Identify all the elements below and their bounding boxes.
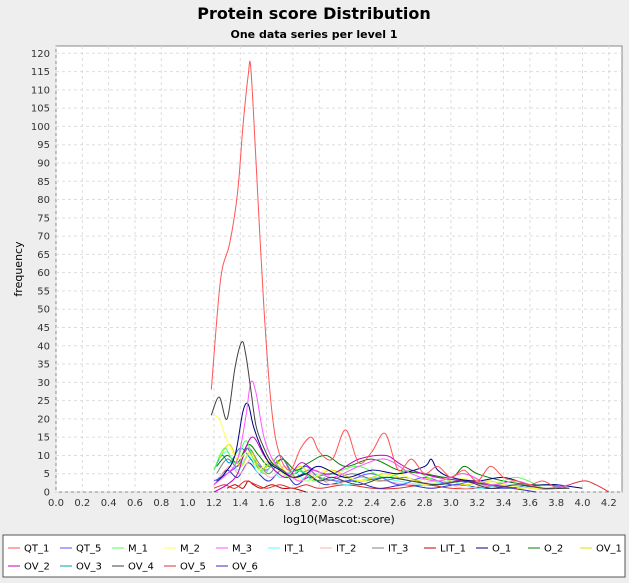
y-tick-label: 50 bbox=[37, 305, 50, 316]
x-axis-label: log10(Mascot:score) bbox=[283, 513, 395, 526]
x-tick-label: 1.2 bbox=[206, 498, 222, 509]
y-tick-label: 85 bbox=[37, 177, 50, 188]
legend-label: OV_1 bbox=[596, 544, 622, 555]
legend-label: IT_1 bbox=[284, 544, 304, 555]
y-tick-label: 45 bbox=[37, 323, 50, 334]
x-tick-label: 3.8 bbox=[548, 498, 564, 509]
legend-label: O_1 bbox=[492, 544, 511, 555]
legend-item: OV_2 bbox=[8, 562, 50, 573]
y-tick-label: 90 bbox=[37, 158, 50, 169]
legend-label: O_2 bbox=[544, 544, 563, 555]
y-tick-label: 30 bbox=[37, 378, 50, 389]
legend-label: OV_3 bbox=[76, 562, 102, 573]
legend-label: IT_2 bbox=[336, 544, 356, 555]
y-tick-label: 10 bbox=[37, 451, 50, 462]
legend-item: M_3 bbox=[216, 544, 252, 555]
y-tick-label: 65 bbox=[37, 250, 50, 261]
x-tick-label: 2.8 bbox=[417, 498, 433, 509]
legend-label: OV_6 bbox=[232, 562, 258, 573]
legend-item: OV_4 bbox=[112, 562, 154, 573]
y-tick-label: 75 bbox=[37, 213, 50, 224]
legend-label: LIT_1 bbox=[440, 544, 466, 555]
series-line-ov-4 bbox=[210, 341, 570, 490]
legend-item: IT_2 bbox=[320, 544, 356, 555]
y-tick-label: 115 bbox=[31, 67, 50, 78]
grid bbox=[55, 46, 622, 493]
legend-label: QT_5 bbox=[76, 544, 101, 555]
legend-item: OV_5 bbox=[164, 562, 206, 573]
legend-item: QT_5 bbox=[60, 544, 101, 555]
y-tick-label: 0 bbox=[44, 488, 50, 499]
x-tick-label: 2.0 bbox=[311, 498, 327, 509]
x-tick-label: 2.6 bbox=[390, 498, 406, 509]
y-tick-label: 5 bbox=[44, 469, 50, 480]
y-tick-label: 60 bbox=[37, 268, 50, 279]
legend-label: OV_5 bbox=[180, 562, 206, 573]
x-tick-label: 3.0 bbox=[443, 498, 459, 509]
y-tick-label: 70 bbox=[37, 232, 50, 243]
legend-item: O_2 bbox=[528, 544, 563, 555]
legend-label: IT_3 bbox=[388, 544, 408, 555]
legend-item: OV_1 bbox=[580, 544, 622, 555]
y-tick-label: 95 bbox=[37, 140, 50, 151]
y-tick-label: 100 bbox=[31, 122, 50, 133]
y-tick-label: 80 bbox=[37, 195, 50, 206]
x-tick-label: 0.4 bbox=[101, 498, 117, 509]
legend-item: M_1 bbox=[112, 544, 148, 555]
legend-item: LIT_1 bbox=[424, 544, 466, 555]
x-tick-label: 3.6 bbox=[522, 498, 538, 509]
legend-label: OV_4 bbox=[128, 562, 154, 573]
x-tick-label: 1.0 bbox=[180, 498, 196, 509]
y-tick-label: 120 bbox=[31, 49, 50, 60]
x-tick-label: 1.8 bbox=[285, 498, 301, 509]
x-tick-label: 2.2 bbox=[338, 498, 354, 509]
x-tick-label: 4.2 bbox=[601, 498, 617, 509]
chart-subtitle: One data series per level 1 bbox=[230, 28, 397, 41]
x-tick-label: 2.4 bbox=[364, 498, 380, 509]
legend: QT_1 QT_5 M_1 M_2 M_3 IT_1 IT_2 IT_3 LIT_1 O_1 O_2… bbox=[8, 544, 622, 573]
x-tick-label: 0.0 bbox=[48, 498, 64, 509]
x-tick-label: 0.6 bbox=[127, 498, 143, 509]
legend-label: OV_2 bbox=[24, 562, 50, 573]
series-line-qt-1 bbox=[210, 60, 557, 489]
x-tick-label: 1.6 bbox=[259, 498, 275, 509]
y-axis-ticks: 0 5 10 15 20 25 30 35 40 45 50 55 60 65 70 75 80 85 90 95 10… bbox=[31, 49, 50, 499]
series-line-o-2 bbox=[216, 443, 557, 486]
legend-item: QT_1 bbox=[8, 544, 49, 555]
legend-item: IT_1 bbox=[268, 544, 304, 555]
plot-area bbox=[55, 45, 623, 493]
legend-item: OV_6 bbox=[216, 562, 258, 573]
legend-item: M_2 bbox=[164, 544, 200, 555]
legend-item: OV_3 bbox=[60, 562, 102, 573]
x-tick-label: 4.0 bbox=[575, 498, 591, 509]
y-tick-label: 20 bbox=[37, 414, 50, 425]
x-tick-label: 0.8 bbox=[153, 498, 169, 509]
y-tick-label: 35 bbox=[37, 360, 50, 371]
x-tick-label: 3.2 bbox=[469, 498, 485, 509]
x-tick-label: 0.2 bbox=[74, 498, 90, 509]
x-tick-label: 3.4 bbox=[496, 498, 512, 509]
y-tick-label: 105 bbox=[31, 104, 50, 115]
legend-label: M_1 bbox=[128, 544, 148, 555]
y-tick-label: 110 bbox=[31, 85, 50, 96]
chart-title: Protein score Distribution bbox=[197, 4, 431, 23]
legend-box bbox=[2, 534, 626, 578]
y-tick-label: 25 bbox=[37, 396, 50, 407]
y-axis-label: frequency bbox=[12, 241, 25, 297]
y-tick-label: 15 bbox=[37, 433, 50, 444]
legend-label: M_2 bbox=[180, 544, 200, 555]
x-axis-ticks: 0.0 0.2 0.4 0.6 0.8 1.0 1.2 1.4 1.6 1.8 2.0 2.2 2.4 2… bbox=[48, 498, 617, 509]
x-tick-label: 1.4 bbox=[232, 498, 248, 509]
series-line-lit-1 bbox=[226, 480, 307, 493]
series-line-m-3 bbox=[213, 380, 570, 489]
legend-label: QT_1 bbox=[24, 544, 49, 555]
y-tick-label: 40 bbox=[37, 341, 50, 352]
legend-item: IT_3 bbox=[372, 544, 408, 555]
y-tick-label: 55 bbox=[37, 286, 50, 297]
legend-item: O_1 bbox=[476, 544, 511, 555]
legend-label: M_3 bbox=[232, 544, 252, 555]
series-lines bbox=[210, 60, 610, 493]
